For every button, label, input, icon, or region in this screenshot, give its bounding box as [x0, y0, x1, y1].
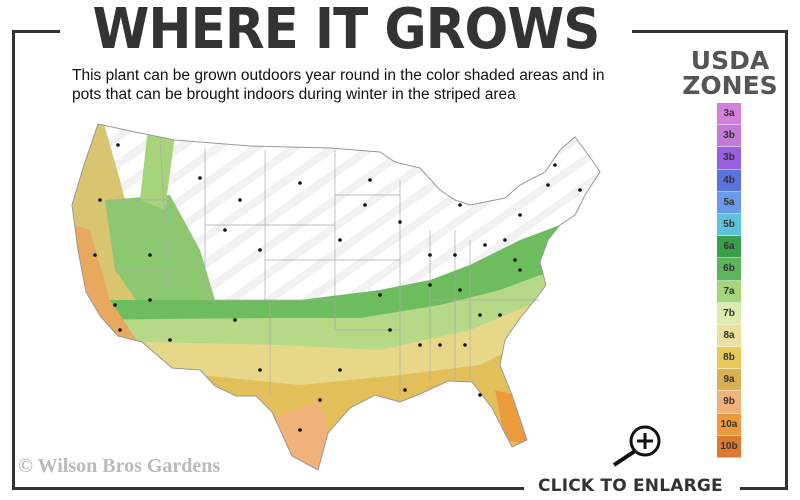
- frame-top-right: [632, 30, 787, 33]
- city-dot: [478, 393, 482, 397]
- city-dot: [118, 328, 122, 332]
- us-outline: [71, 123, 601, 471]
- city-dots: [93, 143, 582, 432]
- city-dot: [338, 238, 342, 242]
- subtitle: This plant can be grown outdoors year ro…: [72, 67, 605, 103]
- zone-swatch-4b: 4b: [717, 169, 741, 192]
- city-dot: [418, 343, 422, 347]
- city-dot: [483, 243, 487, 247]
- city-dot: [578, 188, 582, 192]
- city-dot: [113, 303, 117, 307]
- city-dot: [403, 388, 407, 392]
- state-borders: [110, 139, 540, 395]
- city-dot: [198, 176, 202, 180]
- city-dot: [258, 368, 262, 372]
- city-dot: [98, 198, 102, 202]
- city-dot: [458, 203, 462, 207]
- magnifier-plus-icon[interactable]: [610, 423, 666, 467]
- city-dot: [318, 398, 322, 402]
- city-dot: [338, 368, 342, 372]
- zone-legend: 3a 3b 3b 4b 5a 5b 6a 6b 7a 7b 8a 8b 9a 9b 10a 10b: [717, 103, 741, 458]
- city-dot: [233, 318, 237, 322]
- city-dot: [478, 313, 482, 317]
- city-dot: [388, 328, 392, 332]
- city-dot: [148, 298, 152, 302]
- legend-title-usda: USDA: [690, 46, 770, 75]
- zone-swatch-10b: 10b: [717, 435, 741, 458]
- great-basin-zone: [105, 195, 215, 320]
- city-dot: [428, 283, 432, 287]
- zone-swatch-9a: 9a: [717, 369, 741, 392]
- frame-right: [785, 30, 788, 490]
- zone-swatch-7a: 7a: [717, 280, 741, 303]
- zone-swatch-8b: 8b: [717, 347, 741, 370]
- zone-swatch-8a: 8a: [717, 324, 741, 348]
- zone-swatch-3b: 3b: [717, 125, 741, 148]
- zone-swatch-6b: 6b: [717, 258, 741, 281]
- city-dot: [258, 248, 262, 252]
- city-dot: [553, 163, 557, 167]
- legend-title: USDA ZONES: [680, 48, 780, 98]
- city-dot: [438, 343, 442, 347]
- city-dot: [546, 183, 550, 187]
- zone-swatch-3a: 3a: [717, 103, 741, 126]
- city-dot: [238, 198, 242, 202]
- zone-swatch-3b: 3b: [717, 147, 741, 170]
- city-dot: [463, 343, 467, 347]
- city-dot: [498, 313, 502, 317]
- city-dot: [428, 253, 432, 257]
- city-dot: [518, 268, 522, 272]
- frame-left: [12, 30, 15, 490]
- click-to-enlarge-link[interactable]: CLICK TO ENLARGE: [538, 476, 723, 496]
- city-dot: [223, 228, 227, 232]
- city-dot: [116, 143, 120, 147]
- city-dot: [513, 258, 517, 262]
- zone-swatch-10a: 10a: [717, 413, 741, 436]
- city-dot: [363, 203, 367, 207]
- zone-swatch-9b: 9b: [717, 391, 741, 414]
- city-dot: [168, 338, 172, 342]
- city-dot: [93, 253, 97, 257]
- city-dot: [368, 178, 372, 182]
- frame-bottom-right: [740, 487, 788, 490]
- copyright-watermark: © Wilson Bros Gardens: [18, 455, 221, 477]
- city-dot: [453, 253, 457, 257]
- city-dot: [458, 288, 462, 292]
- frame-bottom-left: [12, 487, 524, 490]
- frame-top-left: [12, 30, 60, 33]
- legend-title-zones: ZONES: [682, 71, 778, 100]
- state-border: [159, 139, 171, 301]
- city-dot: [503, 238, 507, 242]
- page-title: WHERE IT GROWS: [92, 0, 600, 62]
- zone-swatch-5a: 5a: [717, 191, 741, 214]
- city-dot: [148, 253, 152, 257]
- city-dot: [398, 220, 402, 224]
- south-texas-zone: [270, 400, 330, 470]
- city-dot: [378, 293, 382, 297]
- city-dot: [298, 181, 302, 185]
- zone-swatch-7b: 7b: [717, 302, 741, 325]
- city-dot: [298, 428, 302, 432]
- zone-swatch-5b: 5b: [717, 213, 741, 237]
- city-dot: [518, 213, 522, 217]
- zone-swatch-6a: 6a: [717, 236, 741, 259]
